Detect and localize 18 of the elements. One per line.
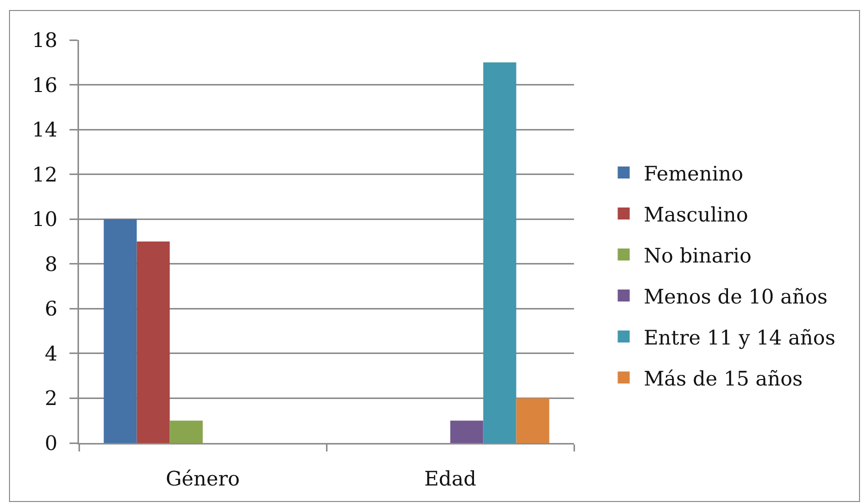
legend-label: Más de 15 años	[644, 366, 803, 390]
y-tick-label: 16	[32, 72, 58, 97]
legend-label: Entre 11 y 14 años	[644, 325, 836, 350]
y-tick-label: 2	[44, 386, 58, 410]
y-tick-label: 14	[32, 118, 58, 142]
y-tick-label: 4	[44, 341, 58, 366]
x-tick-label: Género	[166, 466, 240, 490]
legend-label: Menos de 10 años	[644, 284, 828, 308]
y-tick-label: 10	[32, 207, 58, 232]
y-tick-label: 12	[32, 162, 58, 186]
y-tick-label: 6	[44, 296, 58, 321]
x-tick-label: Edad	[424, 466, 477, 490]
y-tick-label: 8	[44, 252, 58, 276]
legend-label: No binario	[644, 243, 752, 268]
legend-label: Femenino	[644, 161, 744, 186]
y-tick-label: 0	[44, 431, 58, 455]
y-tick-label: 18	[32, 28, 58, 52]
legend-label: Masculino	[644, 202, 748, 226]
